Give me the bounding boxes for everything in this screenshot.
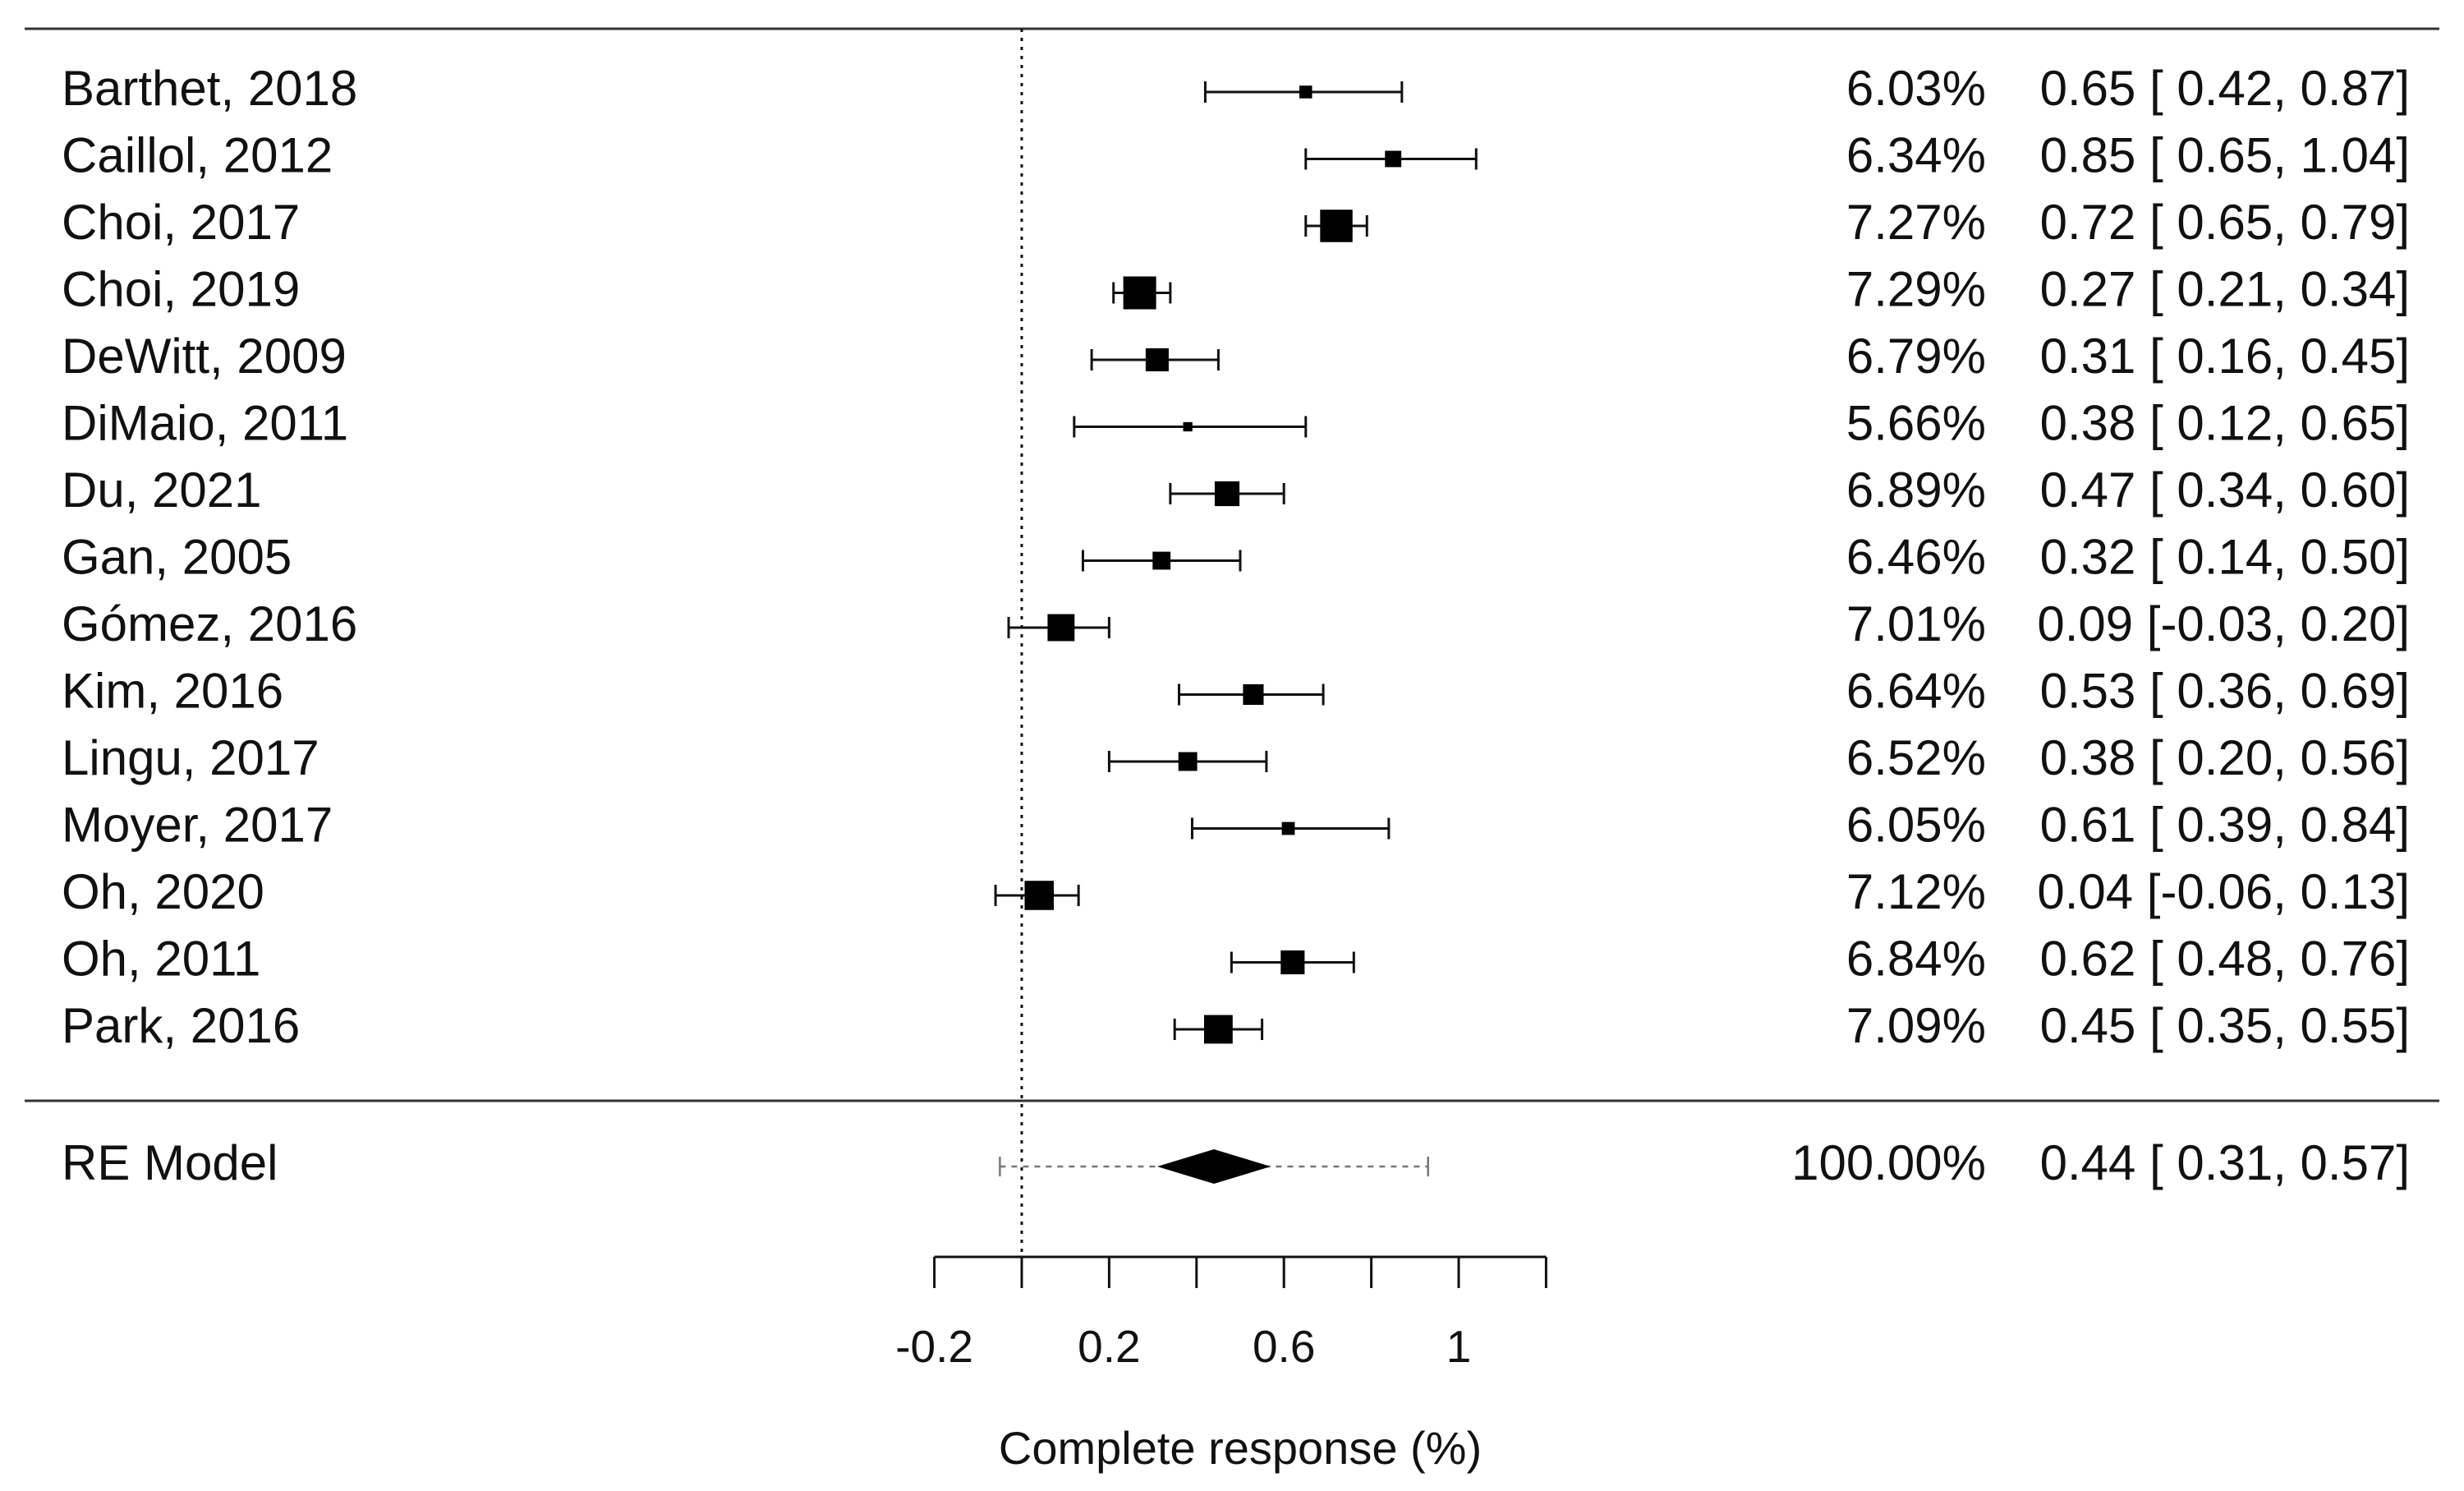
summary-weight: 100.00% xyxy=(1791,1135,1986,1190)
point-estimate-square xyxy=(1047,614,1075,642)
study-estimate-ci: 0.09 [-0.03, 0.20] xyxy=(2037,596,2410,651)
study-label: Kim, 2016 xyxy=(62,663,283,718)
study-weight: 7.29% xyxy=(1846,261,1986,316)
study-estimate-ci: 0.27 [ 0.21, 0.34] xyxy=(2040,261,2410,316)
study-weight: 6.03% xyxy=(1846,61,1986,116)
study-label: Gan, 2005 xyxy=(62,529,292,584)
study-row: Barthet, 2018 6.03% 0.65 [ 0.42, 0.87] xyxy=(62,61,2410,116)
study-row: Choi, 2019 7.29% 0.27 [ 0.21, 0.34] xyxy=(62,261,2410,316)
study-row: Gan, 2005 6.46% 0.32 [ 0.14, 0.50] xyxy=(62,529,2410,584)
study-estimate-ci: 0.45 [ 0.35, 0.55] xyxy=(2040,998,2410,1053)
study-estimate-ci: 0.53 [ 0.36, 0.69] xyxy=(2040,663,2410,718)
study-row: Caillol, 2012 6.34% 0.85 [ 0.65, 1.04] xyxy=(62,127,2410,182)
study-row: Du, 2021 6.89% 0.47 [ 0.34, 0.60] xyxy=(62,462,2410,518)
study-weight: 6.64% xyxy=(1846,663,1986,718)
study-label: Choi, 2019 xyxy=(62,261,300,316)
study-weight: 6.52% xyxy=(1846,730,1986,785)
study-row: Lingu, 2017 6.52% 0.38 [ 0.20, 0.56] xyxy=(62,730,2410,785)
point-estimate-square xyxy=(1152,551,1171,570)
study-label: Choi, 2017 xyxy=(62,195,300,250)
study-estimate-ci: 0.32 [ 0.14, 0.50] xyxy=(2040,529,2410,584)
x-tick-label: -0.2 xyxy=(895,1321,973,1372)
study-weight: 7.01% xyxy=(1846,596,1986,651)
study-row: DiMaio, 2011 5.66% 0.38 [ 0.12, 0.65] xyxy=(62,395,2410,450)
study-row: Oh, 2020 7.12% 0.04 [-0.06, 0.13] xyxy=(62,864,2410,919)
study-label: DiMaio, 2011 xyxy=(62,395,348,450)
study-estimate-ci: 0.85 [ 0.65, 1.04] xyxy=(2040,127,2410,182)
study-weight: 7.27% xyxy=(1846,195,1986,250)
study-weight: 5.66% xyxy=(1846,395,1986,450)
study-estimate-ci: 0.04 [-0.06, 0.13] xyxy=(2037,864,2410,919)
summary-label: RE Model xyxy=(62,1135,278,1190)
study-row: Kim, 2016 6.64% 0.53 [ 0.36, 0.69] xyxy=(62,663,2410,718)
summary-estimate-ci: 0.44 [ 0.31, 0.57] xyxy=(2040,1135,2410,1190)
study-weight: 6.89% xyxy=(1846,462,1986,518)
study-row: Gómez, 2016 7.01% 0.09 [-0.03, 0.20] xyxy=(62,596,2410,651)
study-label: Gómez, 2016 xyxy=(62,596,357,651)
study-weight: 6.79% xyxy=(1846,329,1986,384)
point-estimate-square xyxy=(1320,209,1353,242)
study-label: Oh, 2011 xyxy=(62,931,260,986)
study-weight: 6.05% xyxy=(1846,797,1986,852)
study-label: Oh, 2020 xyxy=(62,864,264,919)
point-estimate-square xyxy=(1024,881,1055,910)
study-weight: 7.09% xyxy=(1846,998,1986,1053)
study-weight: 6.46% xyxy=(1846,529,1986,584)
study-label: Barthet, 2018 xyxy=(62,61,357,116)
study-estimate-ci: 0.72 [ 0.65, 0.79] xyxy=(2040,195,2410,250)
study-row: DeWitt, 2009 6.79% 0.31 [ 0.16, 0.45] xyxy=(62,329,2410,384)
study-label: Moyer, 2017 xyxy=(62,797,333,852)
point-estimate-square xyxy=(1281,821,1295,835)
study-label: Park, 2016 xyxy=(62,998,300,1053)
point-estimate-square xyxy=(1178,752,1198,771)
study-row: Moyer, 2017 6.05% 0.61 [ 0.39, 0.84] xyxy=(62,797,2410,852)
study-label: Caillol, 2012 xyxy=(62,127,333,182)
study-estimate-ci: 0.47 [ 0.34, 0.60] xyxy=(2040,462,2410,518)
study-weight: 6.34% xyxy=(1846,127,1986,182)
point-estimate-square xyxy=(1183,421,1193,432)
x-tick-label: 0.6 xyxy=(1253,1321,1315,1372)
study-row: Park, 2016 7.09% 0.45 [ 0.35, 0.55] xyxy=(62,998,2410,1053)
study-estimate-ci: 0.65 [ 0.42, 0.87] xyxy=(2040,61,2410,116)
study-estimate-ci: 0.61 [ 0.39, 0.84] xyxy=(2040,797,2410,852)
point-estimate-square xyxy=(1214,481,1240,507)
point-estimate-square xyxy=(1145,347,1169,372)
x-axis-title: Complete response (%) xyxy=(999,1422,1482,1474)
study-label: Du, 2021 xyxy=(62,462,262,518)
point-estimate-square xyxy=(1243,683,1264,706)
study-estimate-ci: 0.38 [ 0.12, 0.65] xyxy=(2040,395,2410,450)
point-estimate-square xyxy=(1385,150,1402,168)
study-estimate-ci: 0.31 [ 0.16, 0.45] xyxy=(2040,329,2410,384)
study-weight: 7.12% xyxy=(1846,864,1986,919)
study-estimate-ci: 0.62 [ 0.48, 0.76] xyxy=(2040,931,2410,986)
point-estimate-square xyxy=(1280,950,1305,975)
study-label: Lingu, 2017 xyxy=(62,730,319,785)
point-estimate-square xyxy=(1123,276,1156,310)
study-row: Oh, 2011 6.84% 0.62 [ 0.48, 0.76] xyxy=(62,931,2410,986)
study-weight: 6.84% xyxy=(1846,931,1986,986)
point-estimate-square xyxy=(1203,1015,1233,1044)
point-estimate-square xyxy=(1299,85,1312,99)
study-estimate-ci: 0.38 [ 0.20, 0.56] xyxy=(2040,730,2410,785)
summary-row: RE Model 100.00% 0.44 [ 0.31, 0.57] xyxy=(62,1135,2410,1190)
x-tick-label: 0.2 xyxy=(1078,1321,1140,1372)
summary-diamond xyxy=(1156,1149,1271,1184)
study-row: Choi, 2017 7.27% 0.72 [ 0.65, 0.79] xyxy=(62,195,2410,250)
x-tick-label: 1 xyxy=(1446,1321,1472,1372)
study-label: DeWitt, 2009 xyxy=(62,329,347,384)
